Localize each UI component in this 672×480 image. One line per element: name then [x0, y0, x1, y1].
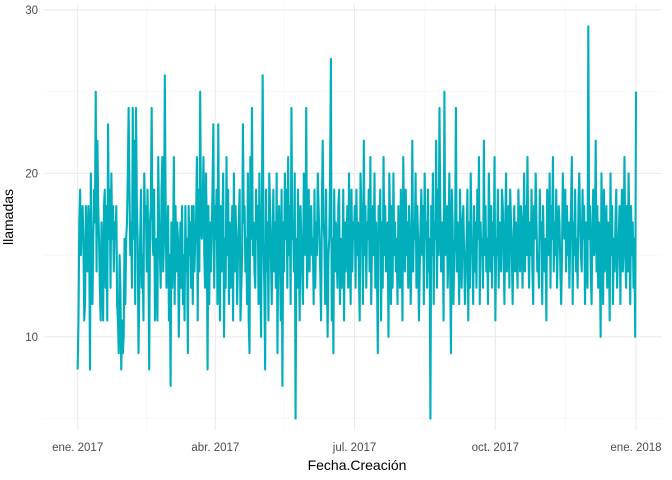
x-axis-title: Fecha.Creación: [308, 457, 407, 473]
x-tick-label: jul. 2017: [332, 442, 376, 454]
x-tick-label: oct. 2017: [472, 442, 519, 454]
major-gridlines: [44, 5, 662, 430]
series-layer: [76, 25, 638, 420]
x-tick-label: ene. 2017: [52, 442, 103, 454]
y-tick-label: 10: [25, 332, 38, 344]
y-tick-label: 30: [25, 5, 38, 17]
x-axis-tick-labels: ene. 2017 abr. 2017 jul. 2017 oct. 2017 ene.…: [52, 442, 662, 454]
series-line: [76, 25, 638, 420]
y-tick-label: 20: [25, 168, 38, 180]
y-axis-title: llamadas: [0, 189, 16, 245]
y-axis-tick-labels: 10 20 30: [25, 5, 38, 344]
x-tick-label: ene. 2018: [610, 442, 661, 454]
x-tick-label: abr. 2017: [191, 442, 239, 454]
